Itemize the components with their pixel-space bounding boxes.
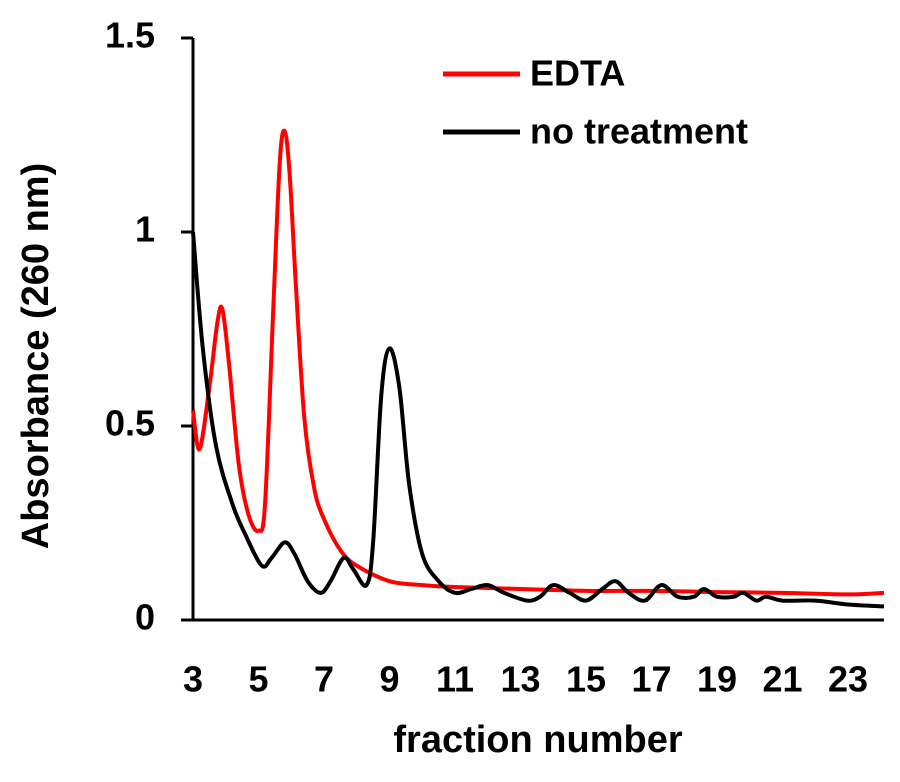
x-tick-label: 17 xyxy=(631,659,671,700)
x-tick-label: 13 xyxy=(500,659,540,700)
x-tick-label: 11 xyxy=(436,659,474,700)
x-tick-label: 3 xyxy=(183,659,203,700)
y-axis-title: Absorbance (260 nm) xyxy=(15,163,57,549)
legend-label: EDTA xyxy=(530,53,625,94)
legend-label: no treatment xyxy=(530,111,748,152)
series-line xyxy=(191,231,885,609)
x-tick-label: 15 xyxy=(566,659,606,700)
y-tick-label: 1 xyxy=(135,209,155,250)
x-axis-title: fraction number xyxy=(393,719,682,761)
x-tick-label: 23 xyxy=(828,659,868,700)
series-line xyxy=(191,128,885,597)
y-tick-label: 0 xyxy=(135,597,155,638)
x-tick-label: 9 xyxy=(379,659,399,700)
x-tick-label: 7 xyxy=(314,659,334,700)
y-tick-label: 1.5 xyxy=(105,15,155,56)
x-tick-label: 5 xyxy=(248,659,268,700)
x-tick-label: 21 xyxy=(762,659,802,700)
x-tick-label: 19 xyxy=(697,659,737,700)
y-tick-label: 0.5 xyxy=(105,403,155,444)
